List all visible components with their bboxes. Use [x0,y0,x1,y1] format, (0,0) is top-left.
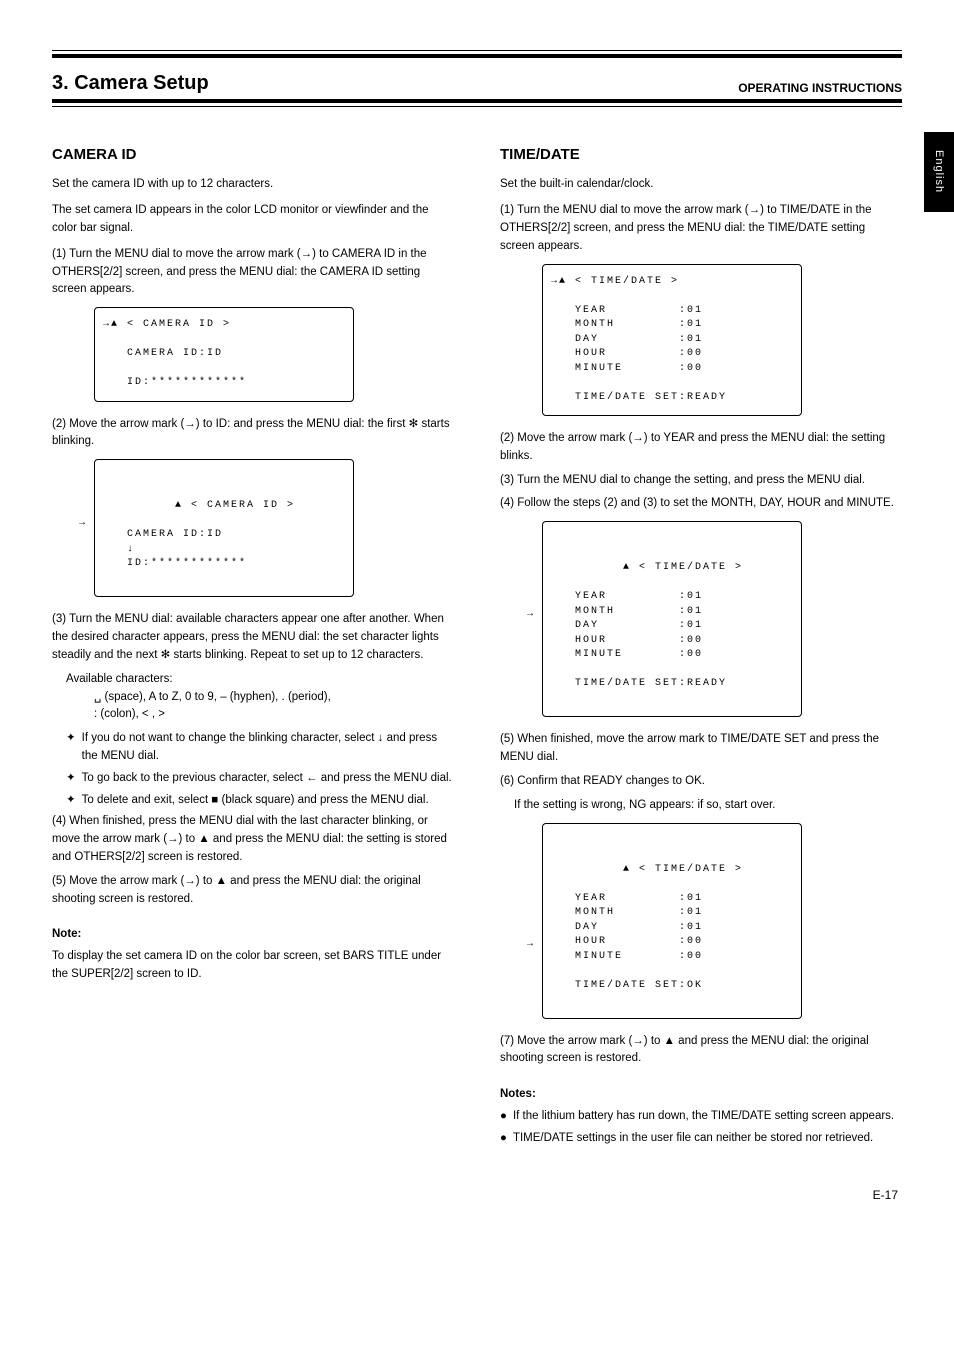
screen-time-date-3: → ▲ < TIME/DATE > YEAR :01 MONTH :01 DAY… [542,823,802,1019]
step-text: Turn the MENU dial to move the arrow mar… [500,204,872,252]
right-column: TIME/DATE Set the built-in calendar/cloc… [500,137,902,1152]
note-bullet: ● TIME/DATE settings in the user file can… [500,1130,902,1148]
bullet-icon: ✦ [66,770,76,788]
bullet-icon: ✦ [66,730,76,766]
step-label: (1) [500,204,514,216]
screen-text: ▲ < TIME/DATE > YEAR :01 MONTH :01 DAY :… [551,864,743,991]
screen-text: ▲ < TIME/DATE > YEAR :01 MONTH :01 DAY :… [551,562,743,689]
arrow-indicator: → [79,517,87,532]
step-label: (5) [52,875,66,887]
note-bullet: ● If the lithium battery has run down, th… [500,1108,902,1126]
step-label: (3) [500,474,514,486]
step-1: (1) Turn the MENU dial to move the arrow… [52,246,454,299]
avail-line: ␣ (space), A to Z, 0 to 9, – (hyphen), .… [94,689,454,707]
heading-camera-id: CAMERA ID [52,143,454,166]
screen-time-date-2: → ▲ < TIME/DATE > YEAR :01 MONTH :01 DAY… [542,521,802,717]
available-chars: Available characters: ␣ (space), A to Z,… [66,671,454,724]
screen-text: ▲ < CAMERA ID > CAMERA ID:ID ↓ ID:******… [103,500,295,569]
step-4: (4) Follow the steps (2) and (3) to set … [500,495,902,513]
bullet-text: To delete and exit, select ■ (black squa… [82,792,429,810]
bullet-text: To go back to the previous character, se… [82,770,452,788]
step-text: When finished, press the MENU dial with … [52,815,447,863]
columns: CAMERA ID Set the camera ID with up to 1… [52,137,902,1152]
step-text: Move the arrow mark (→) to ID: and press… [52,418,450,448]
top-rule [52,50,902,58]
avail-label: Available characters: [66,671,454,689]
avail-text: ␣ (space), A to Z, 0 to 9, – (hyphen), .… [94,691,331,703]
step-text: When finished, move the arrow mark to TI… [500,733,879,763]
screen-camera-id-1: →▲ < CAMERA ID > CAMERA ID:ID ID:*******… [94,307,354,402]
step-label: (2) [500,432,514,444]
screen-camera-id-2: → ▲ < CAMERA ID > CAMERA ID:ID ↓ ID:****… [94,459,354,597]
language-tab: English [924,132,954,212]
heading-time-date: TIME/DATE [500,143,902,166]
step-2: (2) Move the arrow mark (→) to YEAR and … [500,430,902,466]
note-heading: Notes: [500,1086,902,1104]
bullet-text: TIME/DATE settings in the user file can … [513,1130,873,1148]
bullet-icon: ● [500,1108,507,1126]
step-text: Move the arrow mark (→) to ▲ and press t… [52,875,421,905]
step-text: Follow the steps (2) and (3) to set the … [517,497,894,509]
screen-time-date-1: →▲ < TIME/DATE > YEAR :01 MONTH :01 DAY … [542,264,802,417]
step-text: Turn the MENU dial: available characters… [52,613,444,661]
note-heading: Note: [52,926,454,944]
section-title: 3. Camera Setup [52,72,209,95]
sub-bullet: ✦ To go back to the previous character, s… [66,770,454,788]
para-wrong: If the setting is wrong, NG appears: if … [514,797,902,815]
step-label: (4) [52,815,66,827]
bullet-text: If the lithium battery has run down, the… [513,1108,894,1126]
step-4: (4) When finished, press the MENU dial w… [52,813,454,866]
left-column: CAMERA ID Set the camera ID with up to 1… [52,137,454,1152]
step-text: Move the arrow mark (→) to YEAR and pres… [500,432,885,462]
step-text: Turn the MENU dial to move the arrow mar… [52,248,427,296]
step-label: (7) [500,1035,514,1047]
arrow-indicator: → [527,608,535,623]
para: Set the built-in calendar/clock. [500,176,902,194]
bullet-icon: ✦ [66,792,76,810]
step-text: Turn the MENU dial to change the setting… [517,474,865,486]
step-5: (5) When finished, move the arrow mark t… [500,731,902,767]
headline: 3. Camera Setup OPERATING INSTRUCTIONS [52,72,902,95]
bullet-text: If you do not want to change the blinkin… [82,730,454,766]
step-1: (1) Turn the MENU dial to move the arrow… [500,202,902,255]
sub-bullet: ✦ To delete and exit, select ■ (black squ… [66,792,454,810]
step-label: (1) [52,248,66,260]
step-text: Confirm that READY changes to OK. [517,775,705,787]
step-label: (3) [52,613,66,625]
bullet-icon: ● [500,1130,507,1148]
section-subtitle: OPERATING INSTRUCTIONS [738,81,902,95]
step-7: (7) Move the arrow mark (→) to ▲ and pre… [500,1033,902,1069]
para: The set camera ID appears in the color L… [52,202,454,238]
note-body: To display the set camera ID on the colo… [52,948,454,984]
step-2: (2) Move the arrow mark (→) to ID: and p… [52,416,454,452]
step-label: (6) [500,775,514,787]
step-5: (5) Move the arrow mark (→) to ▲ and pre… [52,873,454,909]
page: 3. Camera Setup OPERATING INSTRUCTIONS C… [0,0,954,1232]
step-3: (3) Turn the MENU dial to change the set… [500,472,902,490]
arrow-indicator: → [527,938,535,953]
step-6: (6) Confirm that READY changes to OK. [500,773,902,791]
step-text: Move the arrow mark (→) to ▲ and press t… [500,1035,869,1065]
sub-rule [52,99,902,107]
step-3: (3) Turn the MENU dial: available charac… [52,611,454,664]
avail-line: : (colon), < , > [94,706,454,724]
step-label: (5) [500,733,514,745]
para: Set the camera ID with up to 12 characte… [52,176,454,194]
sub-bullet: ✦If you do not want to change the blinki… [66,730,454,766]
step-label: (4) [500,497,514,509]
page-number: E-17 [52,1188,902,1202]
step-label: (2) [52,418,66,430]
